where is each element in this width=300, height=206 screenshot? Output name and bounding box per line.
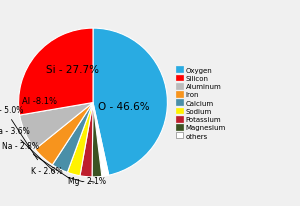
Text: Ca - 3.6%: Ca - 3.6% (0, 127, 55, 173)
Wedge shape (92, 103, 102, 177)
Wedge shape (52, 103, 93, 172)
Wedge shape (20, 103, 93, 150)
Wedge shape (93, 103, 109, 177)
Wedge shape (68, 103, 93, 176)
Text: Mg - 2.1%: Mg - 2.1% (68, 176, 106, 185)
Text: Si - 27.7%: Si - 27.7% (46, 65, 99, 75)
Text: K - 2.6%: K - 2.6% (31, 167, 83, 182)
Text: Na - 2.8%: Na - 2.8% (2, 142, 70, 179)
Wedge shape (35, 103, 93, 165)
Text: Fe - 5.0%: Fe - 5.0% (0, 106, 38, 160)
Wedge shape (19, 29, 93, 116)
Text: O - 46.6%: O - 46.6% (98, 102, 150, 112)
Legend: Oxygen, Silicon, Aluminum, Iron, Calcium, Sodium, Potassium, Magnesium, others: Oxygen, Silicon, Aluminum, Iron, Calcium… (175, 66, 227, 140)
Wedge shape (80, 103, 93, 177)
Text: Al -8.1%: Al -8.1% (22, 96, 57, 105)
Wedge shape (93, 29, 167, 175)
